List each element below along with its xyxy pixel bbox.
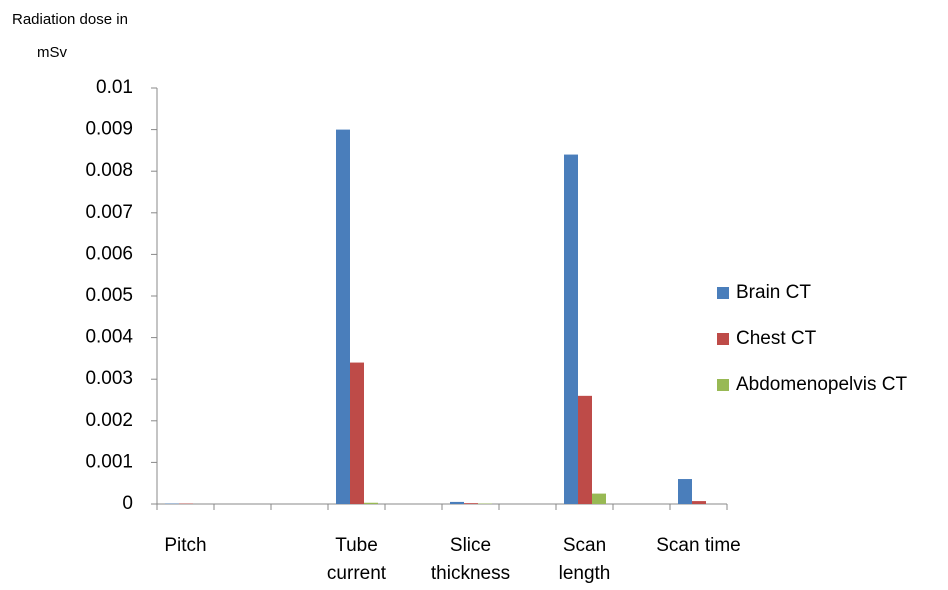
x-tick-label: Pitch — [164, 535, 207, 556]
legend-swatch — [717, 287, 729, 299]
y-tick-label: 0.009 — [85, 119, 133, 140]
legend-swatch — [717, 379, 729, 391]
bar — [450, 501, 464, 504]
legend-label: Chest CT — [736, 328, 817, 349]
y-tick-label: 0.004 — [85, 327, 133, 348]
legend-label: Abdomenopelvis CT — [736, 374, 907, 395]
y-axis-label: Radiation dose in — [12, 11, 128, 28]
legend-swatch — [717, 333, 729, 345]
y-tick-label: 0.008 — [85, 160, 133, 181]
y-tick-label: 0.003 — [85, 368, 133, 389]
bar — [678, 479, 692, 504]
bar — [692, 501, 706, 504]
x-tick-label: Scan time — [656, 535, 741, 556]
y-tick-label: 0.006 — [85, 243, 133, 264]
bar — [364, 502, 378, 504]
y-tick-label: 0.002 — [85, 410, 133, 431]
y-tick-label: 0.005 — [85, 285, 133, 306]
y-tick-label: 0.001 — [85, 451, 133, 472]
bar — [564, 154, 578, 504]
x-tick-label: Slice thickness — [430, 535, 511, 584]
y-axis-label: mSv — [37, 44, 68, 61]
bar — [350, 362, 364, 504]
bar — [578, 395, 592, 504]
y-tick-label: 0 — [122, 493, 133, 514]
bar — [464, 503, 478, 504]
bar — [592, 493, 606, 504]
x-tick-label: Scan length — [558, 535, 611, 584]
bar — [336, 129, 350, 504]
legend-label: Brain CT — [736, 282, 811, 303]
y-tick-label: 0.007 — [85, 202, 133, 223]
y-tick-label: 0.01 — [96, 77, 133, 98]
x-tick-label: Tube current — [326, 535, 387, 584]
